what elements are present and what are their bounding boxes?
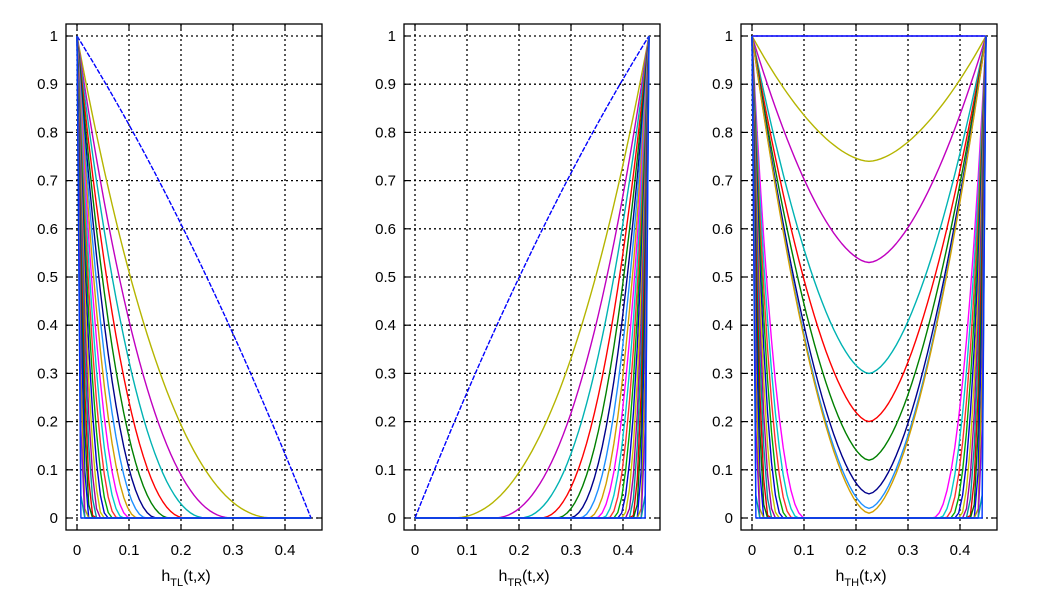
y-tick-label: 0.8 [375, 124, 396, 141]
x-tick-label: 0 [748, 542, 756, 559]
x-tick-label: 0.4 [950, 542, 971, 559]
x-axis-label-main: h [835, 568, 844, 585]
series-line [751, 35, 987, 519]
y-tick-label: 0.5 [375, 269, 396, 286]
x-tick-label: 0.3 [223, 542, 244, 559]
series-line [751, 35, 987, 461]
y-tick-label: 0.1 [37, 462, 58, 479]
y-tick-label: 0 [50, 510, 58, 527]
y-tick-label: 1 [388, 28, 396, 45]
y-tick-label: 0.4 [712, 317, 733, 334]
y-tick-label: 0.7 [375, 173, 396, 190]
y-tick-label: 0.2 [712, 414, 733, 431]
x-tick-label: 0.1 [794, 542, 815, 559]
grid [66, 24, 322, 530]
y-tick-label: 0.5 [712, 269, 733, 286]
x-axis-label-sub: TR [507, 577, 522, 589]
axis-ticks: 0 0.1 0.2 0.3 0.4 0 0.1 0.2 0.3 0.4 0.5 0.6 0.7 0.8 0.… [375, 24, 660, 559]
y-tick-label: 0.1 [375, 462, 396, 479]
y-tick-label: 0.2 [37, 414, 58, 431]
x-tick-label: 0.2 [846, 542, 867, 559]
y-tick-label: 0.7 [37, 173, 58, 190]
x-axis-label-tail: (t,x) [183, 568, 211, 585]
series-group [76, 35, 312, 519]
series-line [751, 35, 987, 264]
y-tick-label: 0.8 [37, 124, 58, 141]
y-tick-label: 1 [50, 28, 58, 45]
x-tick-label: 0.1 [457, 542, 478, 559]
y-tick-label: 0.9 [37, 76, 58, 93]
series-line [751, 35, 987, 375]
y-tick-label: 0.8 [712, 124, 733, 141]
x-axis-label: hTR(t,x) [498, 568, 549, 589]
y-tick-label: 0.1 [712, 462, 733, 479]
y-tick-label: 0.7 [712, 173, 733, 190]
series-line [751, 35, 987, 163]
y-tick-label: 0.3 [712, 365, 733, 382]
x-axis-label: hTH(t,x) [835, 568, 886, 589]
series-line [751, 35, 987, 510]
x-tick-label: 0.4 [275, 542, 296, 559]
y-tick-label: 0.6 [712, 221, 733, 238]
x-axis-label-main: h [161, 568, 170, 585]
panel-tl: 0 0.1 0.2 0.3 0.4 0 0.1 0.2 0.3 0.4 0.5 0.6 0.7 0.8 0.… [37, 23, 323, 589]
series-line [751, 35, 987, 495]
plot-frame [403, 23, 661, 531]
x-tick-label: 0.3 [898, 542, 919, 559]
y-tick-label: 0.4 [37, 317, 58, 334]
x-tick-label: 0.2 [509, 542, 530, 559]
panel-tr: 0 0.1 0.2 0.3 0.4 0 0.1 0.2 0.3 0.4 0.5 0.6 0.7 0.8 0.… [375, 23, 661, 589]
y-tick-label: 0 [725, 510, 733, 527]
y-tick-label: 0 [388, 510, 396, 527]
y-tick-label: 0.6 [37, 221, 58, 238]
y-tick-label: 0.3 [37, 365, 58, 382]
series-group [751, 35, 987, 519]
series-line [751, 35, 987, 514]
series-group [414, 35, 650, 519]
series-line [76, 35, 311, 519]
series-line [76, 35, 312, 519]
plot-frame [740, 23, 998, 531]
grid [741, 24, 997, 530]
axis-ticks: 0 0.1 0.2 0.3 0.4 0 0.1 0.2 0.3 0.4 0.5 0.6 0.7 0.8 0.… [712, 24, 997, 559]
panel-th: 0 0.1 0.2 0.3 0.4 0 0.1 0.2 0.3 0.4 0.5 0.6 0.7 0.8 0.… [712, 23, 998, 589]
x-axis-label-tail: (t,x) [522, 568, 550, 585]
plot-frame [65, 23, 323, 531]
axis-ticks: 0 0.1 0.2 0.3 0.4 0 0.1 0.2 0.3 0.4 0.5 0.6 0.7 0.8 0.… [37, 24, 322, 559]
x-axis-label: hTL(t,x) [161, 568, 210, 589]
x-axis-label-sub: TL [170, 577, 183, 589]
y-tick-label: 0.3 [375, 365, 396, 382]
x-tick-label: 0 [73, 542, 81, 559]
y-tick-label: 0.9 [712, 76, 733, 93]
y-tick-label: 0.6 [375, 221, 396, 238]
series-line [415, 35, 650, 519]
grid [404, 24, 660, 530]
y-tick-label: 0.5 [37, 269, 58, 286]
x-axis-label-tail: (t,x) [859, 568, 887, 585]
x-axis-label-main: h [498, 568, 507, 585]
x-tick-label: 0.3 [561, 542, 582, 559]
x-tick-label: 0.4 [613, 542, 634, 559]
y-tick-label: 0.2 [375, 414, 396, 431]
x-axis-label-sub: TH [844, 577, 859, 589]
y-tick-label: 0.4 [375, 317, 396, 334]
y-tick-label: 1 [725, 28, 733, 45]
x-tick-label: 0.1 [119, 542, 140, 559]
y-tick-label: 0.9 [375, 76, 396, 93]
x-tick-label: 0.2 [171, 542, 192, 559]
series-line [751, 35, 987, 423]
x-tick-label: 0 [411, 542, 419, 559]
